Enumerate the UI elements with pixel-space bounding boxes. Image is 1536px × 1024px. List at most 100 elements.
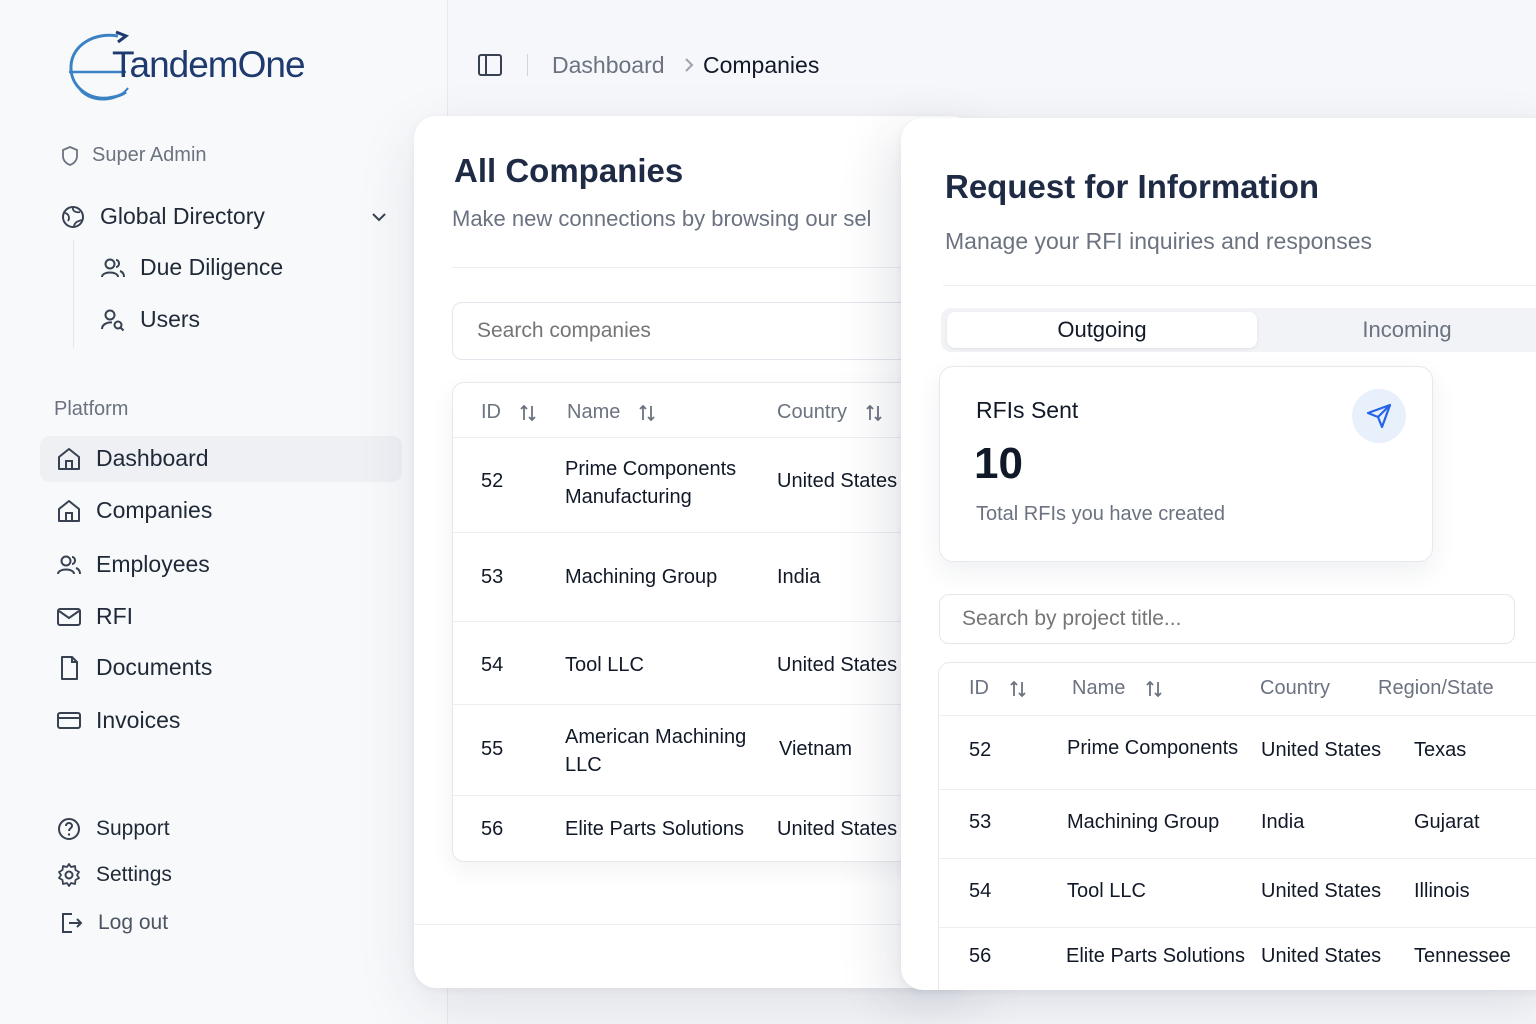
sidebar-item-due-diligence[interactable]: Due Diligence [100,254,283,281]
breadcrumb-current: Companies [703,52,820,78]
sidebar-item-label: Companies [96,497,213,523]
credit-card-icon [56,708,82,734]
cell-region: Gujarat [1414,811,1480,833]
sidebar-item-global-directory[interactable]: Global Directory [60,203,265,230]
row-divider [453,532,973,533]
mail-icon [56,604,82,630]
brand-logo[interactable] [66,28,136,104]
cell-region: Texas [1414,739,1467,761]
column-header-region[interactable]: Region/State [1378,677,1494,700]
cell-country: India [1261,811,1305,833]
sidebar-item-rfi[interactable]: RFI [56,603,133,630]
row-divider [939,789,1536,790]
rfi-panel: Request for Information Manage your RFI … [901,118,1536,990]
sidebar: TandemOne Super Admin Global Directory D… [0,0,448,1024]
globe-icon [60,204,86,230]
column-header-country[interactable]: Country [777,401,883,424]
row-divider [453,795,973,796]
home-icon [56,446,82,472]
cell-country: United States [1261,880,1382,902]
sidebar-item-label: Support [96,817,170,840]
column-header-id[interactable]: ID [481,401,537,424]
tab-incoming[interactable]: Incoming [1362,317,1452,342]
row-divider [453,621,973,622]
search-input[interactable] [452,302,952,360]
column-label: Country [1260,677,1331,699]
stat-description: Total RFIs you have created [976,503,1226,525]
chevron-right-icon [682,55,696,75]
column-header-id[interactable]: ID [969,677,1027,700]
rfi-search-input[interactable] [939,594,1515,644]
cell-id: 53 [481,566,504,588]
column-header-country[interactable]: Country [1260,677,1330,700]
cell-country: Vietnam [779,738,853,760]
column-label: Country [777,401,848,423]
sidebar-item-label: Due Diligence [140,254,284,280]
stat-label: RFIs Sent [976,397,1079,423]
column-label: ID [481,401,501,423]
help-circle-icon [56,816,82,842]
companies-table: ID Name Country 52 Prime Components Manu… [452,382,973,862]
sort-icon[interactable] [638,403,656,423]
sidebar-item-employees[interactable]: Employees [56,551,210,578]
building-icon [56,498,82,524]
sidebar-item-dashboard[interactable]: Dashboard [56,445,209,472]
cell-id: 52 [969,739,992,761]
cell-name: Elite Parts Solutions [1066,945,1245,967]
rfi-table: ID Name Country Region/State 52 Prime Co… [938,662,1536,990]
cell-name: Prime Components Manufacturing [565,458,737,508]
role-indicator: Super Admin [60,144,207,167]
sidebar-item-invoices[interactable]: Invoices [56,707,180,734]
sidebar-item-logout[interactable]: Log out [58,910,168,936]
sidebar-item-support[interactable]: Support [56,816,170,842]
sort-icon[interactable] [1009,679,1027,699]
column-header-name[interactable]: Name [1072,677,1163,700]
cell-name: American Machining LLC [565,726,747,776]
rfi-tabs: Outgoing Incoming [941,308,1536,352]
sort-icon[interactable] [519,403,537,423]
cell-id: 53 [969,811,992,833]
sidebar-item-label: Invoices [96,707,181,733]
column-label: Name [567,401,621,423]
tree-connector [73,240,74,348]
sidebar-item-label: Documents [96,654,213,680]
cell-id: 55 [481,738,504,760]
sidebar-toggle-icon[interactable] [477,52,503,78]
sidebar-item-companies[interactable]: Companies [56,497,212,524]
sidebar-item-label: RFI [96,603,134,629]
gear-icon [56,862,82,888]
column-label: Name [1072,677,1126,699]
tab-outgoing[interactable]: Outgoing [947,312,1257,348]
sort-icon[interactable] [865,403,883,423]
page-subtitle: Make new connections by browsing our sel [452,206,872,231]
row-divider [939,715,1536,716]
cell-id: 52 [481,470,504,492]
cell-name: Elite Parts Solutions [565,818,744,840]
sidebar-item-label: Employees [96,551,210,577]
sidebar-item-users[interactable]: Users [100,306,200,333]
cell-id: 56 [969,945,992,967]
cell-country: United States [777,470,898,492]
cell-name: Tool LLC [565,654,644,676]
sort-icon[interactable] [1145,679,1163,699]
users-icon [56,552,82,578]
sidebar-item-label: Dashboard [96,445,209,471]
cell-region: Tennessee [1414,945,1511,967]
column-label: ID [969,677,989,699]
cell-name: Machining Group [565,566,718,588]
chevron-down-icon[interactable] [368,206,390,228]
breadcrumb-parent[interactable]: Dashboard [552,52,665,78]
sidebar-item-label: Settings [96,863,172,886]
role-label: Super Admin [92,144,207,166]
cell-country: India [777,566,821,588]
cell-id: 54 [969,880,992,902]
cell-id: 54 [481,654,504,676]
sidebar-item-settings[interactable]: Settings [56,862,172,888]
user-search-icon [100,307,126,333]
shield-icon [60,145,80,167]
row-divider [939,858,1536,859]
sidebar-item-documents[interactable]: Documents [56,654,212,681]
sidebar-item-label: Global Directory [100,203,265,229]
column-header-name[interactable]: Name [567,401,656,424]
column-label: Region/State [1378,677,1494,699]
